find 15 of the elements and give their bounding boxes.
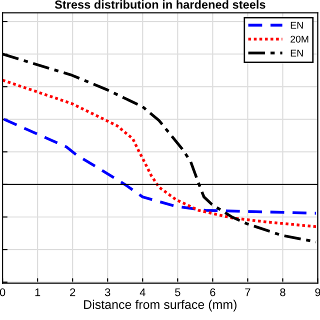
x-tick-label: 8 xyxy=(280,288,286,296)
x-tick-label: 7 xyxy=(245,288,250,296)
x-tick-label: 0 xyxy=(0,288,6,296)
x-tick-label: 3 xyxy=(104,288,110,296)
x-tick-label: 1 xyxy=(35,288,40,296)
x-tick-label: 4 xyxy=(140,288,146,296)
x-axis-title: Distance from surface (mm) xyxy=(84,300,236,312)
x-tick-label: 6 xyxy=(210,288,216,296)
x-tick-label: 2 xyxy=(70,288,76,296)
x-tick-label: 9 xyxy=(315,288,320,296)
legend-label: EN xyxy=(290,22,303,29)
chart-title: Stress distribution in hardened steels xyxy=(54,0,266,9)
x-tick-label: 5 xyxy=(175,288,180,296)
legend-label: EN xyxy=(290,50,303,56)
legend-label: 20M xyxy=(290,36,308,43)
